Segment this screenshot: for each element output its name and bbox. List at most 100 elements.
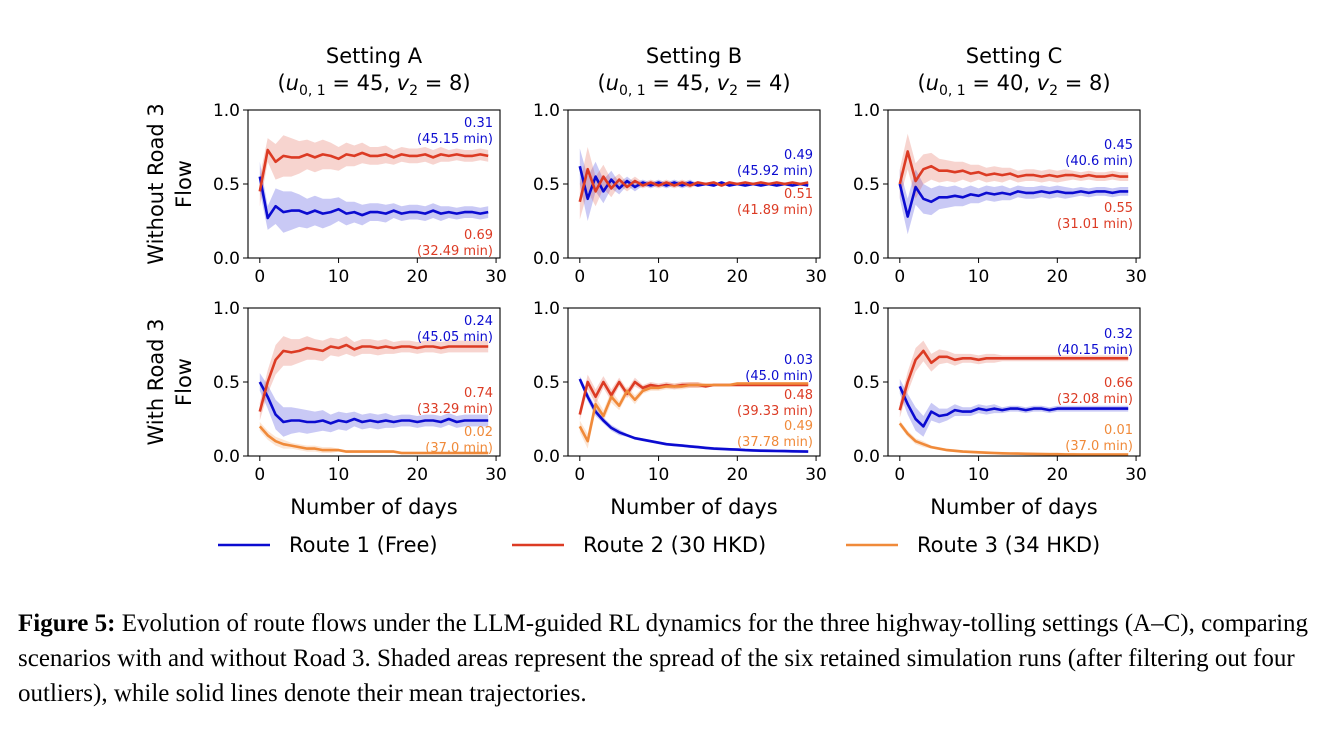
x-tick-label: 20 [1046, 465, 1068, 485]
end-value-label: 0.74 [464, 386, 493, 401]
row-label: With Road 3 [144, 318, 168, 445]
end-value-label: 0.24 [464, 314, 493, 329]
x-tick-label: 0 [574, 267, 585, 287]
end-time-label: (45.92 min) [737, 164, 813, 179]
x-tick-label: 30 [485, 267, 507, 287]
caption-text: Evolution of route flows under the LLM-g… [18, 610, 1309, 707]
end-time-label: (37.0 min) [425, 441, 493, 456]
end-time-label: (32.08 min) [1057, 392, 1133, 407]
x-tick-label: 10 [648, 267, 670, 287]
column-title: Setting B [646, 44, 742, 68]
end-value-label: 0.03 [784, 353, 813, 368]
series-line [258, 425, 489, 455]
y-axis-label: Flow [172, 160, 196, 208]
y-tick-label: 0.5 [853, 175, 880, 195]
column-params: (u0, 1 = 45, v2 = 8) [277, 71, 470, 99]
end-time-label: (37.78 min) [737, 435, 813, 450]
x-axis-label: Number of days [930, 495, 1098, 519]
spread-band [899, 133, 1129, 199]
end-time-label: (39.33 min) [737, 404, 813, 419]
x-tick-label: 0 [254, 465, 265, 485]
y-tick-label: 0.5 [853, 373, 880, 393]
x-tick-label: 20 [726, 465, 748, 485]
end-value-label: 0.49 [784, 419, 813, 434]
column-params: (u0, 1 = 40, v2 = 8) [917, 71, 1110, 99]
end-value-label: 0.01 [1104, 423, 1133, 438]
x-axis-label: Number of days [290, 495, 458, 519]
spread-band [259, 422, 489, 455]
x-tick-label: 20 [1046, 267, 1068, 287]
end-time-label: (37.0 min) [1065, 439, 1133, 454]
subplot: 0.31(45.15 min) 0.69(32.49 min) 0.0 0.5 1.0 0… [213, 101, 507, 287]
end-value-label: 0.51 [784, 187, 813, 202]
column-title: Setting A [326, 44, 423, 68]
x-tick-label: 30 [485, 465, 507, 485]
end-value-label: 0.66 [1104, 376, 1133, 391]
series-line [578, 382, 809, 443]
series-line [898, 150, 1129, 185]
end-value-label: 0.48 [784, 388, 813, 403]
x-tick-label: 0 [574, 465, 585, 485]
x-tick-label: 10 [328, 465, 350, 485]
legend-label: Route 3 (34 HKD) [917, 533, 1100, 557]
legend-label: Route 1 (Free) [289, 533, 438, 557]
y-tick-label: 0.0 [213, 249, 240, 269]
end-time-label: (31.01 min) [1057, 217, 1133, 232]
spread-band [259, 135, 489, 207]
figure-chart-grid: Setting A (u0, 1 = 45, v2 = 8) Setting B (u… [144, 44, 1147, 557]
spread-band [259, 161, 489, 233]
subplot: 0.03(45.0 min) 0.48(39.33 min)0.49(37.78 … [533, 299, 827, 519]
x-tick-label: 0 [254, 267, 265, 287]
legend-item: Route 3 (34 HKD) [846, 533, 1100, 557]
x-tick-label: 30 [1125, 465, 1147, 485]
subplot: 0.45(40.6 min) 0.55(31.01 min) 0.0 0.5 1.0 0 1… [853, 101, 1147, 287]
end-value-label: 0.69 [464, 228, 493, 243]
x-tick-label: 20 [406, 267, 428, 287]
series-line [898, 183, 1129, 218]
y-tick-label: 1.0 [853, 101, 880, 121]
y-tick-label: 1.0 [213, 101, 240, 121]
end-value-label: 0.45 [1104, 138, 1133, 153]
end-time-label: (45.05 min) [417, 330, 493, 345]
x-tick-label: 0 [894, 465, 905, 485]
series-line [898, 422, 1129, 456]
end-time-label: (32.49 min) [417, 244, 493, 259]
x-tick-label: 20 [726, 267, 748, 287]
legend-item: Route 1 (Free) [218, 533, 438, 557]
y-tick-label: 1.0 [853, 299, 880, 319]
series-line [258, 343, 489, 412]
figure-caption: Figure 5: Evolution of route flows under… [18, 606, 1308, 711]
x-tick-label: 10 [968, 267, 990, 287]
x-tick-label: 20 [406, 465, 428, 485]
series-line [578, 378, 809, 453]
legend-label: Route 2 (30 HKD) [583, 533, 766, 557]
y-tick-label: 0.0 [213, 447, 240, 467]
end-value-label: 0.02 [464, 425, 493, 440]
series-line [578, 167, 809, 203]
y-axis-label: Flow [172, 358, 196, 406]
row-label: Without Road 3 [144, 103, 168, 264]
subplot: 0.49(45.92 min) 0.51(41.89 min) 0.0 0.5 1.0 0… [533, 101, 827, 287]
x-tick-label: 30 [805, 267, 827, 287]
axes-frame [887, 109, 1141, 259]
caption-label: Figure 5: [18, 610, 116, 637]
x-tick-label: 0 [894, 267, 905, 287]
end-time-label: (33.29 min) [417, 402, 493, 417]
x-axis-label: Number of days [610, 495, 778, 519]
end-time-label: (45.15 min) [417, 132, 493, 147]
x-tick-label: 10 [328, 267, 350, 287]
end-value-label: 0.32 [1104, 327, 1133, 342]
end-value-label: 0.49 [784, 148, 813, 163]
series-line [898, 385, 1129, 428]
y-tick-label: 0.0 [853, 447, 880, 467]
y-tick-label: 1.0 [213, 299, 240, 319]
y-tick-label: 0.0 [533, 447, 560, 467]
axes-frame [887, 307, 1141, 457]
y-tick-label: 0.0 [853, 249, 880, 269]
y-tick-label: 0.5 [213, 175, 240, 195]
subplot: 0.32(40.15 min) 0.66(32.08 min) 0.01(37.0 … [853, 299, 1147, 519]
spread-band [899, 169, 1129, 235]
x-tick-label: 10 [648, 465, 670, 485]
end-value-label: 0.31 [464, 116, 493, 131]
subplot: 0.24(45.05 min) 0.74(33.29 min) 0.02(37.0 … [213, 299, 507, 519]
